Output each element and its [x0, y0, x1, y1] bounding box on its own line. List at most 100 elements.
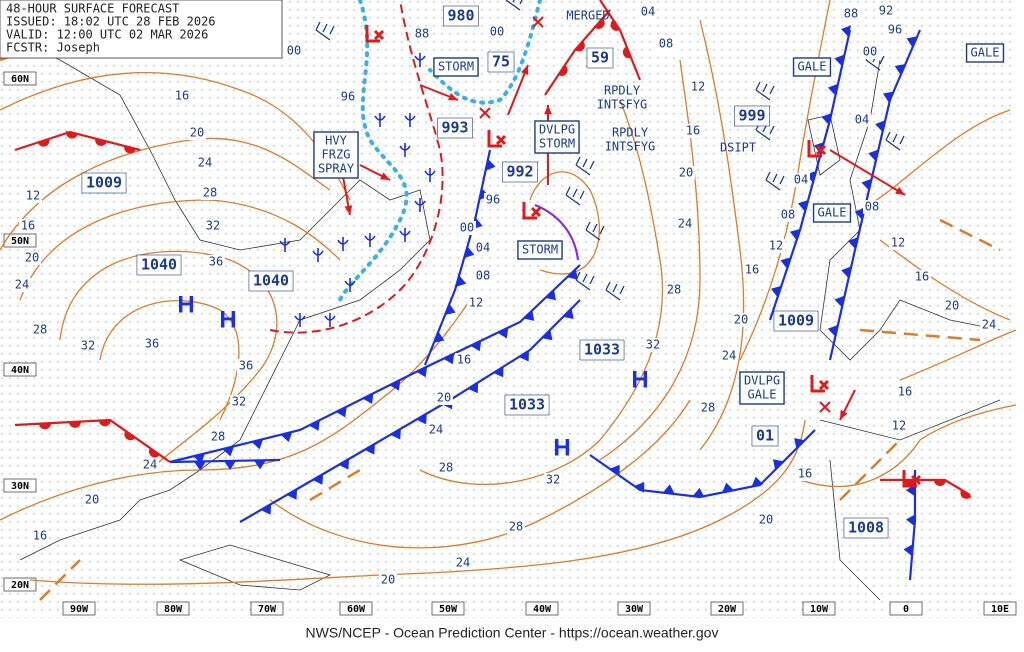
motion-arrow [829, 149, 906, 196]
isobar [0, 299, 471, 521]
cold-front-pip [854, 207, 865, 220]
cold-front-pip [443, 353, 455, 365]
isobar-label: 32 [646, 338, 660, 352]
pressure-center-box [773, 310, 819, 332]
isobar-label-bg [31, 323, 49, 337]
note-text: RPDLY [612, 126, 649, 140]
warning-box: STORM [517, 240, 563, 260]
cold-front-pip [260, 503, 272, 515]
isobar-label-bg [79, 339, 97, 353]
isobar-label-bg [141, 458, 159, 472]
isobar-label: 16 [898, 385, 912, 399]
isobars [0, 0, 1017, 585]
cold-front-pip [312, 473, 324, 485]
labels: HVYFRZGSPRAYSTORMDVLPGSTORMSTORMGALEGALE… [13, 4, 1005, 587]
note: MERGED [566, 9, 609, 23]
isobar-label: 88 [844, 7, 858, 21]
pressure-center-box [502, 161, 538, 183]
isobar-label-bg [379, 573, 397, 587]
cold-front-pip [389, 379, 401, 391]
lon-label-box [156, 601, 190, 616]
lat-label: 20N [11, 580, 29, 591]
warm-front-pip [622, 46, 632, 59]
lon-label: 30W [625, 604, 644, 615]
pressure-center: 59 [591, 49, 609, 67]
isobar-label: 12 [891, 236, 905, 250]
lon-label-box [62, 601, 96, 616]
lon-label: 0 [903, 604, 909, 615]
isobar-label: 28 [439, 461, 453, 475]
wind-barb [755, 81, 775, 101]
isobar-label: 24 [429, 423, 443, 437]
cold-front-pip [906, 36, 918, 48]
isobar-label: 08 [659, 37, 673, 51]
isobar [99, 300, 240, 421]
arrow-head [895, 186, 905, 195]
warning-box-text: GALE [818, 206, 847, 220]
coastlines [19, 39, 1001, 601]
isobar-label-bg [201, 186, 219, 200]
isobar-label-bg [209, 430, 227, 444]
cold-front-pip [861, 178, 872, 191]
low-symbol [810, 375, 830, 393]
cold-front-pip [894, 64, 906, 76]
symbols [279, 0, 922, 488]
cold-front-pip [433, 331, 445, 343]
pressure-center-box [81, 172, 127, 194]
cold-front-pip [780, 257, 791, 269]
lon-label: 40W [533, 604, 552, 615]
lat-label-box [3, 233, 37, 248]
note-text: INTSFYG [597, 98, 648, 112]
isobar-label: 24 [456, 556, 470, 570]
isobar-label: 12 [469, 296, 483, 310]
isobar-label-bg [188, 126, 206, 140]
front-line [599, 0, 642, 81]
isobar-label: 12 [769, 239, 783, 253]
past-position [819, 401, 831, 413]
freezing-spray-symbol [364, 233, 376, 247]
past-position [532, 16, 544, 28]
isobar [269, 399, 691, 549]
cold-front-pip [634, 482, 645, 493]
note-text: DSIPT [720, 141, 756, 155]
isobar-label-bg [684, 124, 702, 138]
cold-front-pip [467, 382, 479, 394]
cold-front-pip [493, 366, 504, 378]
isobar-label: 08 [781, 208, 795, 222]
pressure-center-box [504, 394, 550, 416]
freezing-spray-symbol [414, 53, 426, 67]
isobar-label-bg [677, 166, 695, 180]
isobar-label-bg [877, 4, 895, 18]
isobar-label-bg [474, 241, 492, 255]
cold-front-pip [286, 488, 298, 500]
isobar-label: 16 [745, 263, 759, 277]
isobar-label-bg [980, 318, 998, 332]
isobar-label-bg [767, 239, 785, 253]
header-line: FCSTR: Joseph [6, 41, 100, 55]
pressure-center: 1033 [509, 396, 545, 414]
pressure-center-box [843, 517, 889, 539]
arrow-head [380, 172, 390, 180]
cold-front-pip [770, 285, 782, 298]
isobar-label-bg [454, 556, 472, 570]
isobar-label-bg [896, 385, 914, 399]
wind-barb [575, 156, 595, 176]
cold-front-pip [470, 340, 482, 352]
cold-front-pip [455, 275, 467, 287]
warning-box-text: SPRAY [318, 162, 355, 176]
isobar-label: 00 [287, 44, 301, 58]
isobar-label-bg [339, 90, 357, 104]
pressure-center-box [751, 425, 779, 447]
isobar-label-bg [699, 401, 717, 415]
isobar-label: 32 [546, 473, 560, 487]
warning-box-text: STORM [522, 243, 558, 257]
isobar-label-bg [435, 391, 453, 405]
isobar-label: 24 [722, 349, 736, 363]
warm-front-pip [95, 138, 107, 146]
isobar-label: 00 [863, 45, 877, 59]
coastline [19, 39, 431, 561]
cold-front-pip [834, 295, 845, 308]
warm-front-pip [124, 430, 136, 441]
